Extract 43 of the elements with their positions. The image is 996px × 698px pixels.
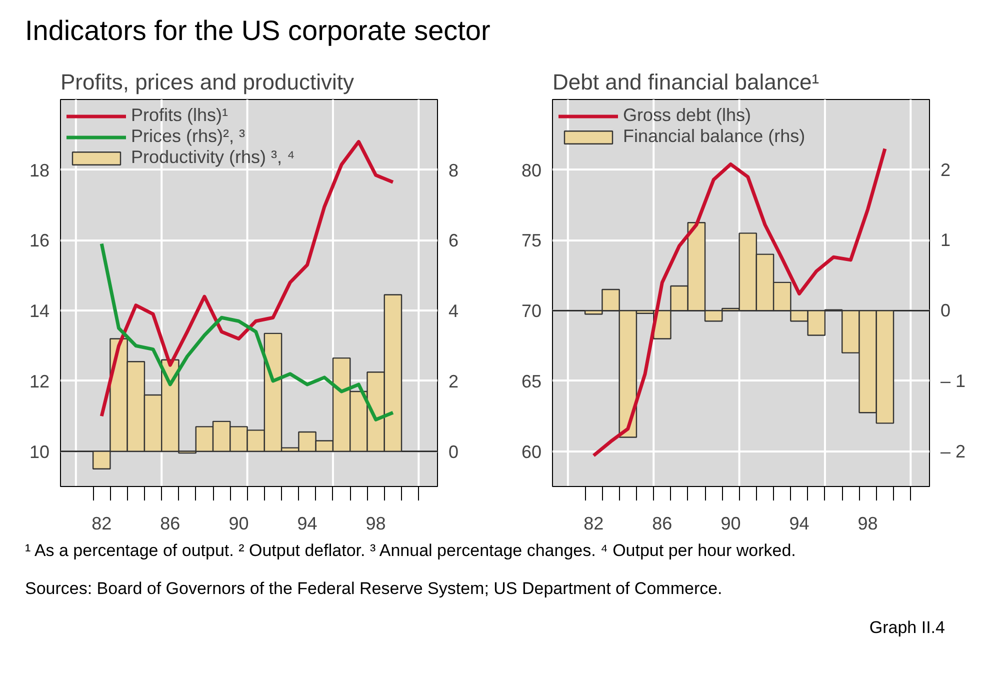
y-tick-label: 75	[521, 230, 542, 251]
y2-tick-label: 1	[940, 230, 951, 250]
x-tick-label: 82	[584, 514, 604, 534]
line-series	[592, 147, 887, 458]
x-tick-label: 86	[652, 514, 672, 534]
x-tick-label: 98	[366, 514, 386, 534]
y-tick-label: 14	[29, 301, 50, 322]
legend-label: Gross debt (lhs)	[623, 105, 752, 126]
y-tick-label: 70	[521, 301, 542, 322]
x-tick-label: 94	[789, 514, 810, 534]
chart-subtitle: Profits, prices and productivity	[60, 70, 354, 94]
x-tick-label: 90	[228, 514, 249, 534]
y-tick-label: 12	[29, 371, 50, 392]
y2-tick-label: 4	[448, 301, 459, 322]
y2-tick-label: 6	[448, 230, 459, 251]
y2-tick-label: 2	[940, 160, 951, 180]
text: Graph II.4	[869, 616, 945, 639]
x-tick-label: 86	[160, 514, 180, 534]
legend-label: Financial balance (rhs)	[623, 126, 806, 147]
y2-tick-label: 8	[448, 160, 459, 180]
chart-title: Indicators for the US corporate sector	[25, 14, 490, 48]
y-tick-label: 10	[29, 442, 50, 462]
x-tick-label: 98	[858, 514, 878, 534]
legend-label: Profits (lhs)¹	[131, 105, 228, 126]
x-tick-label: 82	[92, 514, 112, 534]
legend-label: Prices (rhs)², ³	[131, 126, 245, 147]
y2-tick-label: – 2	[940, 441, 966, 462]
legend-label: Productivity (rhs) ³, ⁴	[131, 147, 295, 168]
y2-tick-label: 0	[940, 300, 951, 321]
y-tick-label: 16	[29, 230, 50, 251]
source-note: Sources: Board of Governors of the Federal Reserve System; US Department of Commerce.	[25, 578, 722, 600]
y2-tick-label: 0	[448, 442, 459, 462]
y-tick-label: 65	[521, 371, 542, 392]
x-tick-label: 94	[297, 514, 318, 534]
line-series	[100, 242, 395, 422]
text: ¹ As a percentage of output. ² Output deflator. ³ Annual percentage changes. ⁴ Output per hour worked.	[25, 540, 796, 562]
x-tick-label: 90	[720, 514, 741, 534]
y-tick-label: 60	[521, 442, 542, 462]
y-tick-label: 80	[521, 160, 542, 180]
y2-tick-label: 2	[448, 371, 459, 392]
y2-tick-label: – 1	[940, 370, 966, 391]
chart-title: Debt and financial balance¹	[552, 70, 820, 94]
y-tick-label: 18	[29, 160, 50, 180]
